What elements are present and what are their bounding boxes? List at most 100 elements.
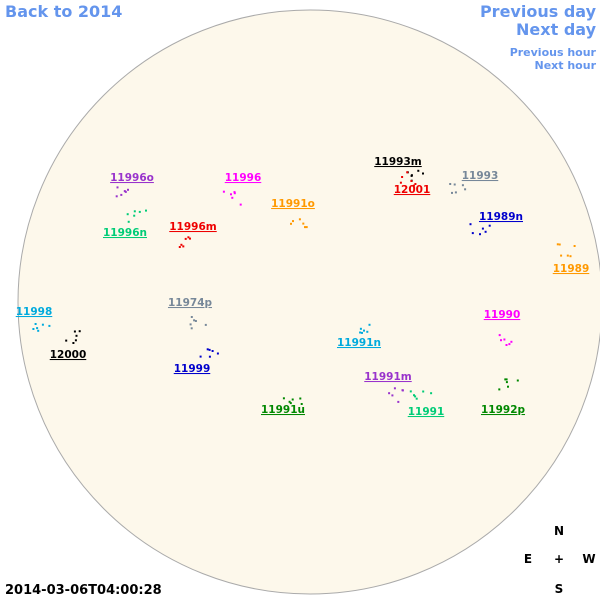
speck: [138, 210, 141, 213]
speck: [359, 331, 362, 334]
speck: [481, 227, 484, 230]
speck: [282, 397, 285, 400]
speck: [399, 181, 402, 184]
region-label[interactable]: 11999: [174, 363, 211, 375]
speck: [291, 398, 294, 401]
speck: [36, 327, 39, 330]
speck: [290, 222, 292, 225]
back-link[interactable]: Back to 2014: [5, 2, 122, 21]
speck: [34, 323, 37, 325]
speck: [409, 390, 412, 393]
speck: [505, 378, 508, 381]
speck: [417, 169, 420, 172]
region-label[interactable]: 11991n: [337, 337, 381, 349]
sunspot-specks: [32, 169, 576, 405]
speck: [471, 232, 474, 235]
speck: [464, 188, 467, 191]
region-label[interactable]: 11996o: [110, 172, 154, 184]
previous-day-link[interactable]: Previous day: [480, 2, 597, 21]
speck: [208, 355, 211, 358]
speck: [508, 343, 511, 346]
speck: [75, 334, 78, 337]
region-label[interactable]: 11998: [16, 306, 53, 318]
speck: [292, 220, 294, 223]
region-label[interactable]: 11990: [484, 309, 521, 321]
region-label[interactable]: 11989: [553, 263, 590, 275]
speck: [422, 172, 424, 175]
region-label[interactable]: 11993m: [374, 156, 422, 168]
region-label[interactable]: 11996: [225, 172, 262, 184]
speck: [363, 329, 365, 332]
speck: [569, 255, 572, 258]
speck: [397, 400, 400, 403]
speck: [126, 213, 129, 216]
speck: [74, 339, 77, 342]
speck: [211, 350, 214, 352]
region-label[interactable]: 11991: [408, 406, 445, 418]
speck: [193, 319, 196, 322]
speck: [413, 394, 415, 397]
speck: [299, 397, 302, 400]
solar-disk: [17, 9, 600, 595]
speck: [72, 342, 75, 344]
speck: [401, 389, 404, 392]
speck: [556, 243, 559, 246]
speck: [368, 323, 371, 326]
speck: [189, 323, 192, 326]
speck: [560, 254, 563, 257]
speck: [510, 340, 513, 343]
speck: [414, 183, 417, 185]
speck: [366, 330, 369, 333]
speck: [123, 190, 126, 193]
speck: [415, 397, 418, 400]
speck: [406, 171, 409, 174]
compass-west: W: [582, 552, 595, 566]
region-label[interactable]: 11993: [462, 170, 499, 182]
previous-hour-link[interactable]: Previous hour: [510, 46, 597, 59]
compass-north: N: [554, 524, 564, 538]
region-label[interactable]: 11996n: [103, 227, 147, 239]
speck: [484, 230, 487, 233]
speck: [182, 245, 185, 248]
timestamp: 2014-03-06T04:00:28: [5, 583, 162, 598]
speck: [127, 220, 130, 223]
region-label[interactable]: 11996m: [169, 221, 217, 233]
speck: [73, 330, 76, 333]
speck: [194, 320, 197, 322]
speck: [115, 195, 118, 198]
speck: [65, 339, 68, 342]
region-label[interactable]: 11974p: [168, 297, 213, 309]
region-label[interactable]: 11989n: [479, 211, 523, 223]
speck: [422, 390, 425, 393]
speck: [566, 254, 569, 257]
speck: [391, 394, 394, 397]
speck: [454, 191, 457, 194]
speck: [410, 180, 413, 182]
region-label[interactable]: 12000: [50, 349, 87, 361]
speck: [133, 210, 136, 213]
speck: [187, 236, 190, 239]
speck: [498, 388, 501, 391]
region-label[interactable]: 11992p: [481, 404, 526, 416]
speck: [388, 392, 391, 395]
speck: [401, 176, 404, 178]
region-label[interactable]: 12001: [394, 184, 431, 196]
speck: [204, 323, 207, 326]
speck: [233, 191, 236, 194]
speck: [37, 329, 40, 332]
speck: [305, 226, 308, 229]
speck: [469, 223, 472, 226]
speck: [430, 392, 433, 395]
speck: [216, 352, 219, 355]
next-hour-link[interactable]: Next hour: [535, 59, 597, 72]
region-label[interactable]: 11991m: [364, 371, 412, 383]
region-label[interactable]: 11991o: [271, 198, 315, 210]
next-day-link[interactable]: Next day: [516, 20, 597, 39]
speck: [208, 348, 211, 351]
compass-center: +: [554, 552, 564, 566]
region-label[interactable]: 11991u: [261, 404, 305, 416]
speck: [116, 186, 119, 189]
speck: [78, 330, 81, 333]
speck: [302, 222, 305, 225]
